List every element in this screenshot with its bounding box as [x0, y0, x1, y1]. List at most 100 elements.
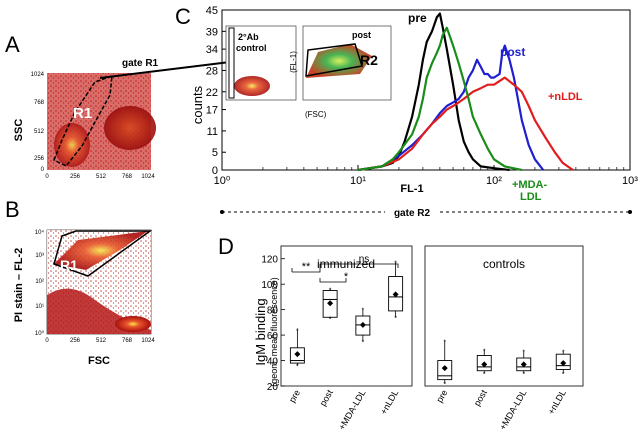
significance-post-nldl: ns — [359, 254, 370, 265]
box-extreme-marker: * — [483, 348, 486, 355]
inset-post-label: post — [352, 30, 371, 40]
box-mean-marker — [327, 300, 334, 307]
box-category-label: +MDA-LDL — [497, 388, 528, 432]
b-ytick: 10² — [35, 279, 44, 285]
y-tick-label: 11 — [207, 126, 218, 138]
box-extreme-marker: * — [483, 371, 486, 378]
significance-post-mda: * — [344, 271, 349, 283]
panel-a-y-label: SSC — [13, 119, 25, 142]
histogram-frame — [221, 9, 631, 171]
series-label-nldl: +nLDL — [548, 91, 583, 103]
b-ytick: 10¹ — [35, 304, 44, 310]
box-mean-marker — [441, 365, 448, 372]
histogram-x-label: FL-1 — [400, 183, 423, 195]
inset-y-label: (FL-1) — [289, 51, 298, 73]
x-tick-label: 10³ — [622, 175, 638, 187]
y-tick-label: 5 — [212, 147, 218, 159]
box-category-label: +nLDL — [546, 388, 568, 416]
x-tick-label: 10¹ — [350, 175, 366, 187]
a-xtick: 768 — [122, 174, 133, 180]
gate-r2-polygon — [305, 43, 363, 77]
panel-a-plot: R1 0 256 512 768 1024 0 256 512 768 1024… — [13, 72, 156, 180]
boxplot-controls: controls **pre**post**+MDA-LDL**+nLDL — [424, 245, 584, 432]
region-r1-label: R1 — [73, 105, 92, 122]
panel-b-plot: R1 10⁰ 10¹ 10² 10³ 10⁴ 0 256 512 768 102… — [13, 229, 155, 367]
y-tick-label: 45 — [206, 5, 218, 17]
box-category-label: pre — [287, 388, 302, 404]
panel-a-letter: A — [5, 32, 20, 57]
significance-pre-post: ** — [302, 261, 311, 273]
panel-b-letter: B — [5, 197, 20, 222]
x-tick-label: 10² — [486, 175, 502, 187]
gate-r1-callout-line — [99, 61, 231, 79]
box-extreme-marker: * — [362, 308, 365, 315]
b-ytick: 10⁰ — [35, 330, 45, 337]
inset-control: 2°Ab control — [225, 25, 297, 101]
b-xtick: 768 — [122, 338, 133, 344]
box-category-label: +nLDL — [378, 388, 400, 416]
box-mean-marker — [294, 351, 301, 358]
b-ytick: 10⁴ — [35, 229, 45, 236]
box-extreme-marker: * — [443, 381, 446, 388]
boxplot-immunized: immunized 20406080100120**pre**post**+MD… — [261, 245, 413, 432]
box-mean-marker — [481, 361, 488, 368]
d-y-tick-label: 100 — [261, 280, 278, 291]
box-extreme-marker: * — [394, 315, 397, 322]
box-extreme-marker: * — [522, 350, 525, 357]
box-extreme-marker: * — [329, 287, 332, 294]
y-tick-label: 34 — [206, 44, 218, 56]
a-ytick: 768 — [34, 100, 45, 106]
a-ytick: 512 — [34, 129, 45, 135]
gate-r1-polygon — [53, 74, 113, 167]
significance-brackets: ** * ns — [291, 254, 399, 283]
box-category-label: post — [318, 388, 335, 408]
inset-post: post R2 (FL-1) (FSC) — [289, 25, 392, 119]
box-extreme-marker: * — [443, 339, 446, 346]
panel-d-letter: D — [218, 234, 234, 259]
inset-x-label: (FSC) — [305, 110, 327, 119]
y-tick-label: 39 — [206, 26, 218, 38]
panel-b-x-label: FSC — [88, 355, 110, 367]
box-mean-marker — [520, 361, 527, 368]
series-line-mda-ldl — [357, 26, 523, 172]
b-xtick: 512 — [96, 338, 107, 344]
box-extreme-marker: * — [296, 328, 299, 335]
a-ytick: 256 — [34, 156, 45, 162]
box-extreme-marker: * — [562, 371, 565, 378]
a-xtick: 512 — [96, 174, 107, 180]
series-label-mda-ldl-1: +MDA- — [512, 179, 547, 191]
a-xtick: 0 — [45, 174, 49, 180]
inset-region-r2-label: R2 — [360, 52, 378, 68]
d-y-tick-label: 120 — [261, 255, 278, 266]
box-extreme-marker: * — [562, 350, 565, 357]
y-tick-label: 0 — [212, 165, 218, 177]
gate-r2-footer: gate R2 — [220, 208, 632, 219]
b-ytick: 10³ — [35, 253, 44, 259]
b-xtick: 0 — [45, 338, 49, 344]
a-xtick: 256 — [70, 174, 81, 180]
gate-r2-footer-label: gate R2 — [394, 208, 431, 219]
x-tick-label: 10⁰ — [214, 175, 231, 187]
b-xtick: 1024 — [141, 338, 155, 344]
inset-control-label-1: 2°Ab — [238, 32, 259, 42]
panel-d-y-label-2: (geom. mean fluorescence) — [269, 277, 279, 387]
box-category-label: post — [472, 388, 489, 408]
y-tick-label: 22 — [206, 87, 218, 99]
a-ytick: 0 — [41, 167, 45, 173]
gate-r1-label: gate R1 — [122, 58, 159, 69]
series-label-mda-ldl-2: LDL — [520, 191, 542, 203]
series-line-nldl — [357, 76, 574, 172]
y-tick-label: 17 — [206, 105, 218, 117]
d-y-tick-label: 80 — [267, 306, 279, 317]
d-y-tick-label: 60 — [267, 331, 279, 342]
a-ytick: 1024 — [31, 72, 45, 78]
series-label-pre: pre — [408, 11, 427, 25]
box-extreme-marker: * — [522, 371, 525, 378]
box-mean-marker — [560, 360, 567, 367]
d-y-tick-label: 40 — [267, 357, 279, 368]
panel-d-y-label-1: IgM binding — [253, 298, 268, 365]
panel-b-y-label: PI stain – FL-2 — [13, 248, 25, 323]
y-tick-label: 28 — [206, 65, 218, 77]
box-mean-marker — [392, 291, 399, 298]
